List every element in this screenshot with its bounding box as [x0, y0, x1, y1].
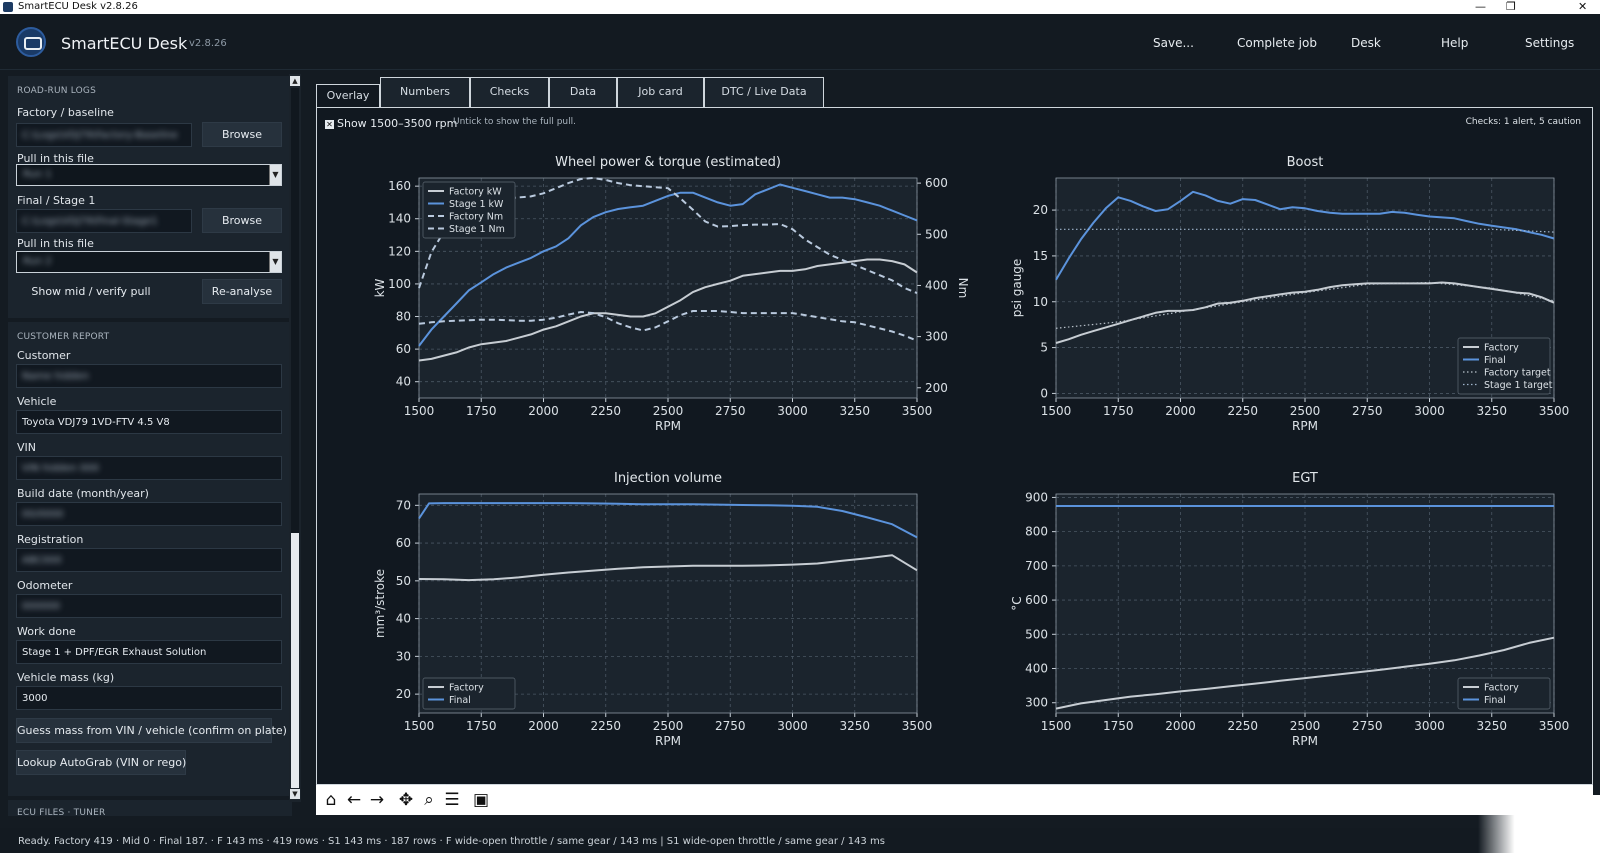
scroll-thumb[interactable] [291, 88, 299, 533]
pull1-label: Pull in this file [17, 152, 94, 165]
show-range-label: Show 1500–3500 rpm [337, 117, 458, 130]
app-logo-icon [16, 27, 46, 57]
plot-toolbar: ⌂ ← → ✥ ⌕ ☰ ▣ [316, 785, 1593, 815]
factory-label: Factory / baseline [17, 106, 114, 119]
vehicle-mass-label: Vehicle mass (kg) [17, 671, 115, 684]
minimize-icon[interactable]: — [1475, 0, 1486, 13]
guess-mass-button[interactable]: Guess mass from VIN / vehicle (confirm o… [16, 718, 287, 743]
scroll-up-icon[interactable]: ▲ [290, 76, 300, 86]
configure-icon[interactable]: ☰ [444, 790, 460, 810]
tab-checks[interactable]: Checks [470, 77, 549, 107]
customer-field[interactable]: Name hidden [16, 364, 282, 388]
vehicle-mass-field[interactable]: 3000 [16, 686, 282, 710]
road-run-panel: ROAD-RUN LOGS Factory / baseline C:\Logs… [8, 76, 292, 318]
customer-label: Customer [17, 349, 71, 362]
work-done-label: Work done [17, 625, 76, 638]
ecu-files-panel: ECU FILES · TUNER [8, 800, 292, 816]
back-arrow-icon[interactable]: ← [346, 790, 362, 810]
overlay-panel [316, 107, 1593, 785]
final-path-field[interactable]: C:\Logs\VDJ79\Final-Stage1 [16, 209, 192, 233]
pull2-value: Run 2 [23, 256, 52, 267]
reanalyse-button[interactable]: Re-analyse [202, 279, 282, 304]
tab-overlay[interactable]: Overlay [316, 84, 380, 108]
status-bar: Ready. Factory 419 · Mid 0 · Final 187. … [0, 828, 1600, 853]
menu-desk[interactable]: Desk [1351, 36, 1381, 50]
lookup-autograb-button[interactable]: Lookup AutoGrab (VIN or rego) [16, 750, 186, 775]
customer-report-header: CUSTOMER REPORT [17, 332, 110, 342]
tab-job-card[interactable]: Job card [617, 77, 704, 107]
customer-value: Name hidden [22, 371, 89, 382]
tab-numbers[interactable]: Numbers [380, 77, 470, 107]
road-run-header: ROAD-RUN LOGS [17, 86, 97, 96]
registration-label: Registration [17, 533, 84, 546]
pull2-label: Pull in this file [17, 237, 94, 250]
scroll-down-icon[interactable]: ▼ [290, 789, 300, 799]
checkbox-checked-icon[interactable]: ✕ [325, 120, 334, 129]
factory-path-field[interactable]: C:\Logs\VDJ79\Factory-Baseline [16, 123, 192, 147]
menu-help[interactable]: Help [1441, 36, 1469, 50]
sidebar-scrollbar[interactable]: ▲ ▼ [289, 74, 301, 802]
app-header: SmartECU Desk v2.8.26 Save... Complete j… [0, 14, 1600, 70]
browse-final-button[interactable]: Browse [202, 208, 282, 233]
watermark [1478, 795, 1600, 853]
menu-complete-job[interactable]: Complete job [1237, 36, 1317, 50]
pull2-select[interactable]: Run 2 ▼ [16, 251, 282, 273]
vehicle-field[interactable]: Toyota VDJ79 1VD-FTV 4.5 V8 [16, 410, 282, 434]
tab-dtc-live-data[interactable]: DTC / Live Data [704, 77, 824, 107]
browse-factory-button[interactable]: Browse [202, 122, 282, 147]
app-version: v2.8.26 [189, 38, 227, 49]
show-range-checkbox[interactable]: ✕ Show 1500–3500 rpm [325, 117, 457, 130]
vin-label: VIN [17, 441, 36, 454]
odometer-label: Odometer [17, 579, 73, 592]
forward-arrow-icon[interactable]: → [369, 790, 385, 810]
window-titlebar: SmartECU Desk v2.8.26 — ❐ ✕ [0, 0, 1600, 14]
final-label: Final / Stage 1 [17, 194, 96, 207]
app-small-icon [3, 2, 13, 12]
pan-icon[interactable]: ✥ [398, 790, 414, 810]
registration-value: ABC000 [22, 555, 62, 566]
sidebar: ROAD-RUN LOGS Factory / baseline C:\Logs… [8, 76, 294, 816]
factory-path-value: C:\Logs\VDJ79\Factory-Baseline [22, 130, 178, 141]
zoom-icon[interactable]: ⌕ [424, 790, 434, 810]
chevron-down-icon[interactable]: ▼ [269, 252, 281, 272]
vehicle-label: Vehicle [17, 395, 57, 408]
chevron-down-icon[interactable]: ▼ [269, 165, 281, 185]
checks-summary: Checks: 1 alert, 5 caution [1465, 117, 1581, 127]
menu-settings[interactable]: Settings [1525, 36, 1575, 50]
pull1-value: Run 1 [23, 169, 52, 180]
build-date-label: Build date (month/year) [17, 487, 149, 500]
menu-save[interactable]: Save... [1153, 36, 1194, 50]
save-icon[interactable]: ▣ [472, 790, 490, 810]
customer-report-panel: CUSTOMER REPORT Customer Name hidden Veh… [8, 322, 292, 796]
build-date-field[interactable]: 00/0000 [16, 502, 282, 526]
show-mid-button[interactable]: Show mid / verify pull [16, 279, 166, 304]
odometer-field[interactable]: 000000 [16, 594, 282, 618]
close-icon[interactable]: ✕ [1578, 0, 1588, 13]
vin-field[interactable]: VIN hidden 000 [16, 456, 282, 480]
restore-icon[interactable]: ❐ [1506, 0, 1516, 13]
app-name: SmartECU Desk [61, 34, 188, 53]
pull1-select[interactable]: Run 1 ▼ [16, 164, 282, 186]
registration-field[interactable]: ABC000 [16, 548, 282, 572]
tab-data[interactable]: Data [549, 77, 617, 107]
work-done-field[interactable]: Stage 1 + DPF/EGR Exhaust Solution [16, 640, 282, 664]
odometer-value: 000000 [22, 601, 61, 612]
window-title: SmartECU Desk v2.8.26 [18, 1, 138, 12]
build-date-value: 00/0000 [22, 509, 64, 520]
show-range-hint: Untick to show the full pull. [453, 117, 577, 127]
vin-value: VIN hidden 000 [22, 463, 100, 474]
ecu-files-header: ECU FILES · TUNER [17, 808, 106, 816]
home-icon[interactable]: ⌂ [325, 790, 337, 810]
final-path-value: C:\Logs\VDJ79\Final-Stage1 [22, 216, 158, 227]
